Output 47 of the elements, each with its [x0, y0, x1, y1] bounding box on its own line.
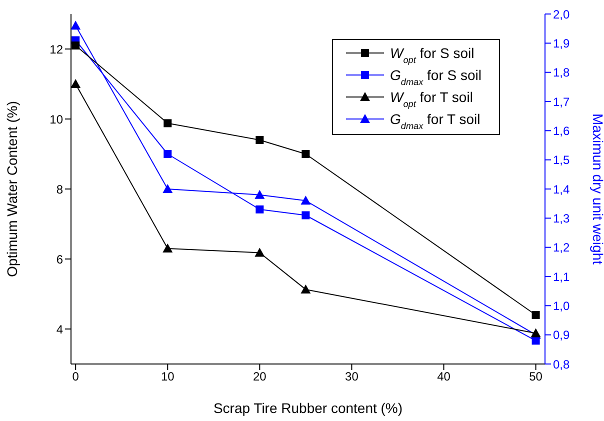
y2-tick-label: 1,2: [553, 240, 570, 255]
point: [162, 184, 173, 193]
point: [256, 205, 264, 214]
y2-tick-label: 1,3: [553, 211, 570, 226]
x-tick-label: 20: [253, 370, 267, 384]
point: [302, 150, 310, 158]
y-tick-label: 6: [56, 252, 64, 266]
y2-tick-label: 1,5: [553, 153, 570, 168]
y-tick-label: 8: [56, 182, 64, 196]
legend-label: W$_{opt}$ for S soil: [390, 45, 474, 65]
legend-label: G$_{dmax}$ for T soil: [390, 111, 480, 131]
y-tick-label: 12: [50, 42, 64, 56]
y2-axis-title: Maximun dry unit weight: [590, 114, 604, 265]
y2-tick-label: 0,9: [553, 328, 570, 342]
y2-tick-label: 1,9: [553, 36, 570, 50]
legend-label: G$_{dmax}$ for S soil: [390, 67, 482, 87]
point: [72, 42, 80, 50]
y2-tick-label: 1,6: [553, 124, 570, 138]
x-tick-label: 0: [72, 370, 80, 384]
y2-tick-label: 0,8: [553, 357, 570, 372]
point: [300, 284, 311, 294]
x-tick-label: 40: [437, 370, 451, 384]
y2-tick-label: 1,4: [553, 182, 570, 196]
point: [254, 248, 265, 257]
point: [300, 196, 311, 205]
legend-label: W$_{opt}$ for T soil: [390, 89, 473, 109]
y2-tick-label: 1,0: [553, 298, 570, 313]
x-tick-label: 30: [345, 370, 359, 384]
y-axis-title: Optimum Water Content (%): [4, 100, 20, 278]
point: [71, 79, 81, 88]
point: [302, 211, 310, 220]
y2-tick-label: 1,7: [553, 94, 570, 109]
point: [162, 244, 173, 252]
point: [164, 150, 172, 158]
y2-tick-label: 1,8: [553, 66, 570, 80]
point: [532, 311, 540, 319]
y-tick-label: 10: [50, 112, 64, 126]
x-axis-title: Scrap Tire Rubber content (%): [213, 400, 403, 416]
point: [256, 136, 264, 144]
y-tick-label: 4: [56, 322, 64, 336]
point: [164, 119, 172, 128]
y2-tick-label: 2,0: [553, 7, 570, 22]
point: [254, 190, 265, 199]
x-tick-label: 10: [160, 370, 175, 384]
point: [71, 20, 81, 30]
y2-tick-label: 1,1: [553, 270, 570, 284]
x-tick-label: 50: [529, 370, 543, 384]
